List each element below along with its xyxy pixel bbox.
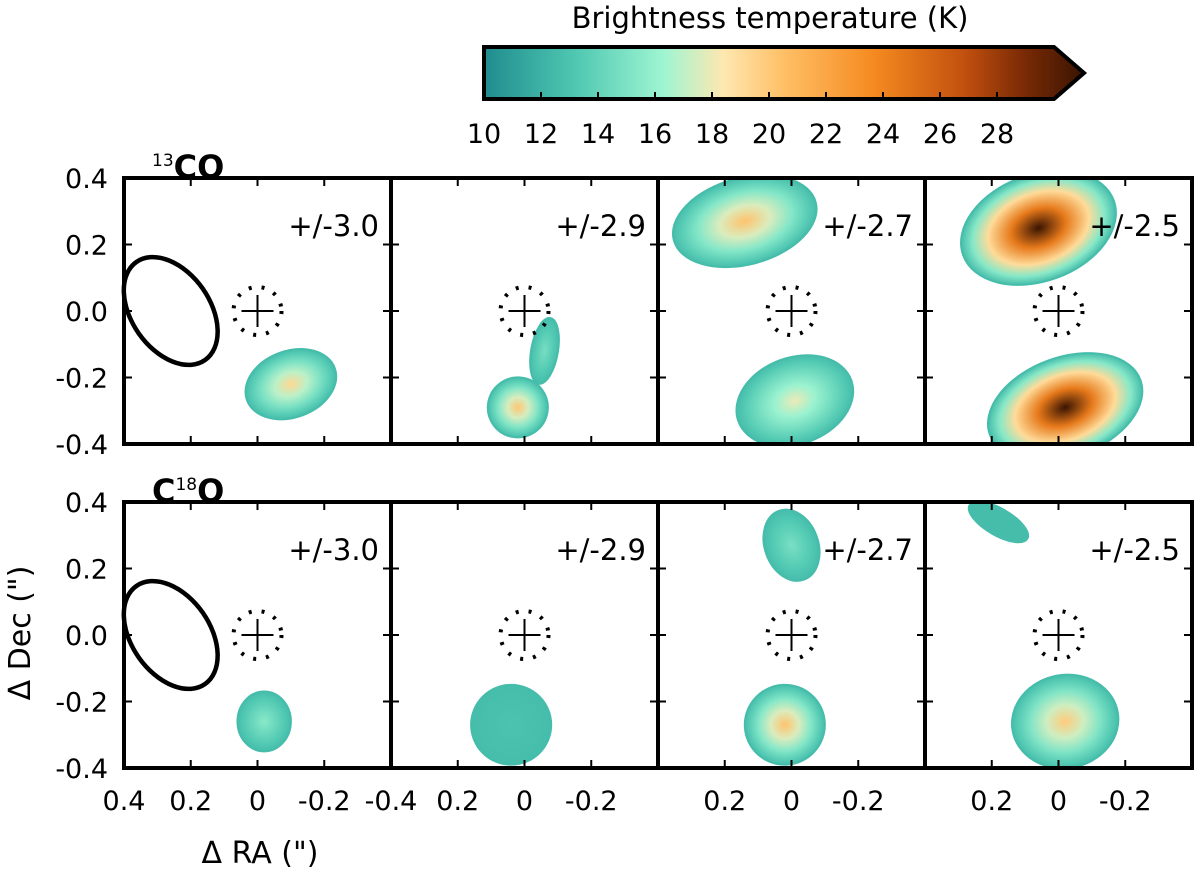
- x-tick-label-col2: 0: [516, 786, 533, 817]
- y-tick-label-row2: 0.4: [65, 488, 108, 519]
- x-tick-label-col4: 0: [1050, 786, 1067, 817]
- x-tick-label-col4: -0.2: [1099, 786, 1152, 817]
- velocity-label: +/-2.5: [1089, 209, 1180, 243]
- x-tick-label-col3: 0: [783, 786, 800, 817]
- emission-blob: [244, 348, 338, 421]
- emission-map: [244, 348, 338, 421]
- velocity-label: +/-2.7: [822, 209, 913, 243]
- velocity-label: +/-2.9: [555, 533, 646, 567]
- x-tick-label-col2: -0.2: [565, 786, 618, 817]
- x-tick-labels: 0.4 0.2 0 -0.2 -0.4 0.2 0 -0.2 0.2 0 -0.2 0.2 0 -0.2: [103, 786, 1152, 817]
- colorbar-tick-label: 16: [638, 119, 672, 150]
- emission-blob: [762, 508, 821, 582]
- panel-r2-c3: +/-2.7: [656, 500, 927, 770]
- colorbar-tick-label: 28: [980, 119, 1014, 150]
- panel-r2-c4: +/-2.5: [923, 500, 1194, 770]
- panel-r1-c3: +/-2.7: [656, 176, 927, 446]
- x-axis-title: Δ RA ("): [202, 836, 319, 871]
- source-dotted-ring: [498, 285, 551, 337]
- y-tick-label-row2: 0.0: [65, 621, 108, 652]
- velocity-label: +/-2.7: [822, 533, 913, 567]
- colorbar-ticks: 10 12 14 16 18 20 22 24 26 28: [467, 92, 1014, 150]
- source-dotted-ring: [765, 285, 818, 337]
- velocity-label: +/-2.9: [555, 209, 646, 243]
- colorbar: Brightness temperature (K) 10 12 14 16 18 20 2…: [467, 1, 1088, 150]
- source-dotted-ring: [231, 285, 284, 337]
- colorbar-tick-label: 24: [866, 119, 900, 150]
- colorbar-tick-label: 22: [809, 119, 843, 150]
- beam-ellipse: [121, 578, 220, 692]
- emission-blob: [743, 683, 826, 766]
- emission-map: [470, 683, 553, 766]
- panel-r1-c2: +/-2.9: [389, 176, 660, 446]
- velocity-label: +/-3.0: [288, 209, 379, 243]
- colorbar-tick-label: 10: [467, 119, 501, 150]
- x-tick-label-col2: -0.4: [365, 786, 418, 817]
- panel-r1-c1: +/-3.0: [121, 176, 393, 446]
- emission-map: [486, 317, 560, 439]
- emission-map: [743, 508, 826, 766]
- panel-grid: +/-3.0 +/-2.9 +/-2.7 +/-2.5 +/-3.0 +/-2.9 +/-2…: [121, 176, 1194, 770]
- panel-frame: [923, 500, 1194, 770]
- emission-blob: [236, 690, 292, 753]
- x-tick-label-col1: 0.4: [103, 786, 146, 817]
- y-axis-title: Δ Dec ("): [3, 566, 38, 701]
- x-tick-label-col1: 0.2: [169, 786, 212, 817]
- panel-r1-c4: +/-2.5: [923, 176, 1194, 446]
- beam-ellipse: [121, 254, 220, 368]
- emission-blob: [735, 354, 855, 444]
- emission-blob: [960, 178, 1117, 286]
- panel-r2-c2: +/-2.9: [389, 500, 660, 770]
- emission-map: [967, 502, 1120, 768]
- colorbar-title: Brightness temperature (K): [572, 1, 969, 35]
- colorbar-body: [482, 45, 1088, 101]
- colorbar-gradient: [482, 45, 1088, 101]
- colorbar-tick-label: 20: [752, 119, 786, 150]
- y-tick-label-row2: -0.2: [55, 688, 108, 719]
- y-tick-label-row2: 0.2: [65, 555, 108, 586]
- source-dotted-ring: [1032, 609, 1085, 661]
- panel-frame: [923, 176, 1194, 446]
- x-tick-label-col4: 0.2: [970, 786, 1013, 817]
- x-tick-label-col2: 0.2: [436, 786, 479, 817]
- emission-blob: [470, 683, 553, 766]
- emission-blob: [986, 352, 1144, 444]
- x-tick-label-col1: 0: [249, 786, 266, 817]
- source-dotted-ring: [498, 609, 551, 661]
- emission-blob: [967, 502, 1030, 544]
- row-label-c18o-prefix: 18: [175, 475, 197, 495]
- colorbar-tick-label: 26: [923, 119, 957, 150]
- colorbar-tick-label: 14: [581, 119, 615, 150]
- source-dotted-ring: [765, 609, 818, 661]
- emission-map: [671, 178, 855, 444]
- colorbar-tick-label: 18: [695, 119, 729, 150]
- source-dotted-ring: [1032, 285, 1085, 337]
- x-tick-label-col3: -0.2: [832, 786, 885, 817]
- emission-map: [960, 178, 1144, 444]
- y-tick-label-row1: 0.0: [65, 297, 108, 328]
- emission-map: [236, 690, 292, 753]
- velocity-label: +/-3.0: [288, 533, 379, 567]
- x-tick-label-col1: -0.2: [298, 786, 351, 817]
- y-tick-label-row1: 0.2: [65, 231, 108, 262]
- source-dotted-ring: [231, 609, 284, 661]
- velocity-label: +/-2.5: [1089, 533, 1180, 567]
- panel-r2-c1: +/-3.0: [121, 500, 393, 770]
- y-tick-label-row1: -0.4: [55, 430, 108, 461]
- y-tick-labels: 0.4 0.2 0.0 -0.2 -0.4 0.4 0.2 0.0 -0.2 -0.4: [55, 164, 108, 785]
- y-tick-label-row1: -0.2: [55, 364, 108, 395]
- y-tick-label-row2: -0.4: [55, 754, 108, 785]
- emission-blob: [486, 376, 549, 439]
- row-label-13co-prefix: 13: [152, 151, 174, 171]
- emission-blob: [529, 317, 560, 385]
- colorbar-tick-label: 12: [524, 119, 558, 150]
- x-tick-label-col3: 0.2: [703, 786, 746, 817]
- y-tick-label-row1: 0.4: [65, 164, 108, 195]
